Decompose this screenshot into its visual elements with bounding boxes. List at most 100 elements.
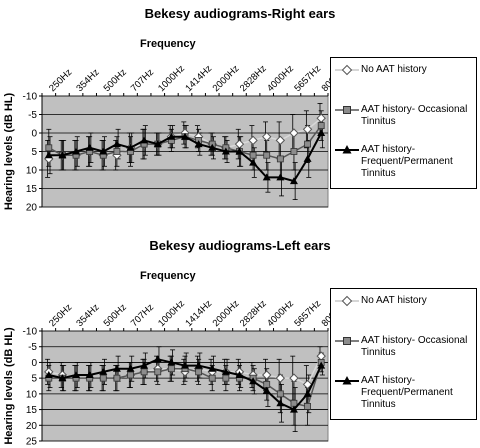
legend-label-line2: Tinnitus — [361, 347, 396, 358]
y-tick-label: -5 — [28, 110, 37, 121]
data-point — [289, 373, 299, 383]
data-point — [208, 364, 217, 372]
data-point — [316, 113, 326, 123]
data-point — [275, 135, 286, 146]
data-point — [262, 370, 272, 380]
x-tick-label: 1000Hz — [156, 298, 187, 329]
x-tick-label: 707Hz — [129, 302, 156, 329]
data-point — [99, 374, 107, 382]
data-point — [167, 132, 176, 140]
data-point — [221, 147, 230, 155]
data-point — [181, 361, 189, 369]
data-point — [303, 154, 312, 162]
data-point — [140, 361, 149, 369]
legend-item-no-aat: No AAT history — [335, 295, 475, 307]
data-point — [276, 173, 285, 181]
data-point — [154, 368, 162, 376]
data-point — [58, 374, 67, 382]
chart-title: Bekesy audiograms-Left ears — [149, 238, 331, 253]
legend: No AAT history AAT history- Occasional T… — [330, 57, 477, 189]
data-point — [248, 135, 258, 146]
x-tick-label: 250Hz — [47, 302, 74, 329]
chart-title: Bekesy audiograms-Right ears — [144, 6, 336, 21]
data-point — [208, 143, 217, 151]
y-tick-label: 0 — [31, 358, 37, 369]
plot-svg: -10 -5 0 5 10 15 20 25 250Hz 354Hz 500Hz 707Hz 1000H… — [3, 298, 330, 448]
data-point — [140, 368, 148, 376]
data-point — [112, 364, 121, 372]
data-point — [249, 151, 257, 159]
data-point — [167, 358, 176, 366]
data-point — [263, 151, 271, 159]
data-point — [99, 147, 108, 155]
plot-svg: -10 -5 0 5 10 15 20 250Hz 354Hz 500Hz 707Hz 1000Hz1… — [3, 63, 330, 214]
data-point — [289, 405, 298, 413]
chart-left-ears: Bekesy audiograms-Left ears Frequency -1… — [0, 224, 480, 448]
x-tick-label: 4000Hz — [265, 63, 296, 94]
y-tick-label: -10 — [23, 327, 38, 338]
data-point — [167, 365, 175, 373]
legend: No AAT history AAT history- Occasional T… — [330, 288, 477, 420]
data-point — [289, 128, 299, 138]
legend-marker-diamond-icon — [335, 64, 359, 76]
data-point — [99, 367, 108, 375]
data-point — [302, 124, 313, 135]
legend-label-line2: Frequent/Permanent — [361, 156, 453, 167]
data-point — [303, 389, 312, 397]
data-point — [235, 371, 244, 378]
legend-label: No AAT history — [361, 64, 427, 75]
x-tick-label: 500Hz — [102, 302, 129, 329]
y-tick-label: 10 — [26, 389, 38, 400]
y-tick-label: 20 — [26, 203, 38, 214]
x-tick-label: 250Hz — [47, 67, 74, 94]
data-point — [317, 122, 325, 129]
x-tick-label: 8000Hz — [320, 298, 330, 329]
data-point — [44, 151, 53, 159]
chart-right-ears: Bekesy audiograms-Right ears Frequency -… — [3, 6, 477, 214]
data-point — [194, 140, 203, 148]
data-point — [113, 374, 121, 382]
data-point — [112, 140, 121, 148]
legend-marker-square-icon — [335, 337, 359, 345]
y-tick-label: 20 — [26, 421, 38, 432]
data-point — [262, 173, 271, 181]
y-axis-title: Hearing levels (dB HL) — [3, 327, 15, 445]
legend-label: No AAT history — [361, 295, 427, 306]
data-point — [208, 374, 216, 382]
x-tick-label: 8000Hz — [320, 63, 330, 94]
y-tick-label: 15 — [26, 405, 38, 416]
legend-marker-square-icon — [335, 106, 359, 114]
data-point — [126, 143, 135, 151]
data-point — [45, 144, 53, 152]
data-point — [140, 136, 149, 144]
y-tick-label: 25 — [26, 437, 38, 448]
data-point — [85, 371, 94, 378]
data-point — [276, 390, 284, 398]
data-point — [194, 361, 203, 369]
legend-label-line2: Frequent/Permanent — [361, 387, 453, 398]
legend-label-line1: AAT history- — [361, 375, 416, 386]
y-tick-label: -10 — [23, 92, 38, 103]
data-point — [126, 364, 135, 372]
data-point — [302, 379, 313, 390]
legend-item-no-aat: No AAT history — [335, 64, 475, 76]
legend-label-line1: AAT history- — [361, 144, 416, 155]
y-tick-label: 5 — [31, 147, 37, 158]
x-tick-label: 354Hz — [74, 67, 101, 94]
data-point — [44, 371, 53, 378]
legend-marker-triangle-icon — [335, 376, 359, 385]
x-tick-label: 5657Hz — [292, 63, 323, 94]
data-point — [304, 403, 311, 410]
data-point — [113, 148, 121, 155]
y-tick-label: 15 — [26, 184, 38, 195]
legend-label-line3: Tinnitus — [361, 399, 396, 410]
data-point — [289, 177, 298, 185]
x-tick-label: 1414Hz — [183, 63, 214, 94]
data-point — [317, 361, 326, 369]
data-point — [235, 147, 244, 155]
x-tick-label: 707Hz — [129, 67, 156, 94]
x-tick-label: 4000Hz — [265, 298, 296, 329]
x-tick-label: 354Hz — [74, 302, 101, 329]
data-point — [222, 374, 230, 382]
x-tick-label: 5657Hz — [292, 298, 323, 329]
